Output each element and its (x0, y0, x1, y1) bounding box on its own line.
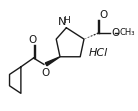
Text: N: N (58, 17, 66, 27)
Polygon shape (45, 57, 60, 66)
Text: O: O (100, 10, 108, 20)
Text: O: O (112, 28, 120, 38)
Text: O: O (41, 68, 50, 78)
Text: CH₃: CH₃ (119, 28, 135, 37)
Text: H: H (63, 16, 70, 25)
Text: O: O (29, 35, 37, 45)
Text: HCl: HCl (88, 48, 108, 58)
